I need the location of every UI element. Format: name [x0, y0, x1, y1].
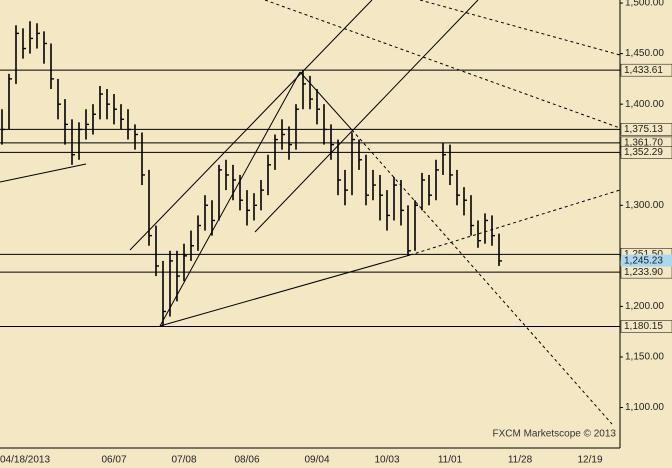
- level-label: 1,180.15: [624, 321, 663, 332]
- y-tick-label: 1,200.00: [625, 301, 664, 312]
- y-tick-label: 1,300.00: [625, 200, 664, 211]
- x-tick-label: 11/01: [438, 455, 463, 466]
- x-tick-label: 06/07: [101, 455, 126, 466]
- x-tick-label: 10/03: [374, 455, 399, 466]
- x-tick-label: 08/06: [234, 455, 259, 466]
- x-tick-label: 09/04: [304, 455, 329, 466]
- watermark: FXCM Marketscope © 2013: [492, 429, 616, 440]
- y-tick-label: 1,500.00: [625, 0, 664, 9]
- current-price-box: [621, 254, 672, 267]
- x-tick-label: 04/18/2013: [0, 455, 50, 466]
- y-tick-label: 1,400.00: [625, 99, 664, 110]
- current-price-label: 1,245.23: [624, 255, 663, 266]
- level-label: 1,361.70: [624, 138, 663, 149]
- level-box: [620, 320, 672, 333]
- y-tick-label: 1,450.00: [625, 48, 664, 59]
- level-box: [620, 123, 672, 136]
- y-tick-label: 1,150.00: [625, 352, 664, 363]
- level-box: [620, 63, 672, 77]
- level-box: [620, 146, 672, 159]
- level-label: 1,233.90: [624, 267, 663, 278]
- x-tick-label: 07/08: [171, 455, 196, 466]
- level-label: 1,375.13: [624, 124, 663, 135]
- level-label: 1,433.61: [624, 65, 663, 76]
- trendlines: [0, 0, 621, 425]
- x-tick-label: 12/19: [577, 455, 602, 466]
- level-label: 1,352.29: [624, 147, 663, 158]
- level-label: 1,251.50: [624, 249, 663, 260]
- x-tick-label: 11/28: [508, 455, 533, 466]
- y-tick-label: 1,100.00: [625, 402, 664, 413]
